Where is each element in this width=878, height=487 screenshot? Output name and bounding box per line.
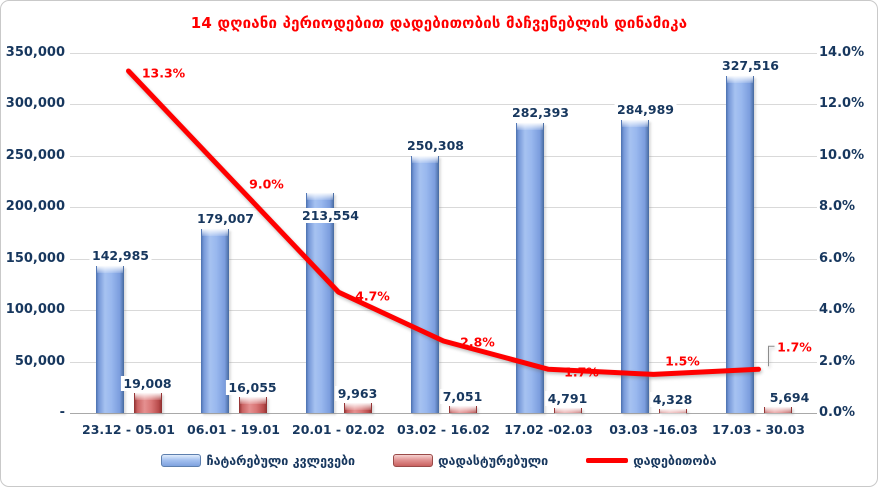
legend-label-tests: ჩატარებული კვლევები: [206, 453, 356, 468]
tests-value-label: 179,007: [194, 210, 257, 226]
positivity-value-label: 13.3%: [141, 65, 186, 81]
confirmed-bar: [763, 407, 792, 415]
positivity-line: [126, 68, 775, 377]
gridline: [70, 104, 817, 106]
right-axis-tick-label: 10.0%: [819, 147, 865, 163]
gridline: [70, 155, 817, 157]
x-axis-category-label: 03.02 - 16.02: [397, 422, 490, 437]
bar-top-highlight: [239, 396, 266, 404]
bar-top-highlight: [411, 155, 438, 163]
x-axis-category-label: 23.12 - 05.01: [82, 422, 175, 437]
tests-value-label: 142,985: [89, 247, 152, 263]
legend-item-positivity: დადებითობა: [586, 453, 717, 468]
confirmed-value-label: 4,328: [649, 391, 696, 407]
left-axis-tick-label: 250,000: [5, 147, 65, 163]
legend-label-positivity: დადებითობა: [633, 453, 717, 468]
confirmed-value-label: 5,694: [766, 390, 813, 406]
tests-value-label: 250,308: [404, 137, 467, 153]
confirmed-value-label: 19,008: [120, 376, 175, 392]
left-axis: 350,000 300,000 250,000 200,000 150,000 100,0…: [1, 45, 65, 420]
right-axis-tick-label: 4.0%: [819, 302, 856, 318]
bar-top-highlight: [726, 76, 753, 84]
confirmed-value-label: 7,051: [439, 388, 486, 404]
confirmed-value-label: 16,055: [225, 379, 280, 395]
right-axis-tick-label: 2.0%: [819, 353, 856, 369]
right-axis-tick-label: 8.0%: [819, 199, 856, 215]
positivity-value-label: 9.0%: [249, 176, 284, 192]
confirmed-bar: [343, 402, 372, 413]
legend-item-tests: ჩატარებული კვლევები: [161, 453, 355, 468]
bar-top-highlight: [344, 402, 371, 410]
confirmed-value-label: 9,963: [334, 385, 381, 401]
x-axis-category-label: 17.02 -02.03: [504, 422, 593, 437]
bar-top-highlight: [659, 408, 686, 416]
x-axis-line: [70, 413, 817, 414]
right-axis-tick-label: 0.0%: [819, 405, 856, 420]
tests-value-label: 284,989: [614, 101, 677, 117]
tests-bar: [410, 155, 439, 413]
legend-label-confirmed: დადასტურებული: [438, 453, 549, 468]
x-axis-category-label: 17.03 - 30.03: [712, 422, 805, 437]
confirmed-bar: [448, 405, 477, 413]
positivity-value-label: 4.7%: [355, 288, 390, 304]
bar-top-highlight: [134, 393, 161, 401]
positivity-value-label: 1.7%: [564, 364, 599, 380]
tests-bar: [620, 119, 649, 413]
left-axis-tick-label: 50,000: [14, 353, 65, 369]
left-axis-tick-label: 150,000: [5, 250, 65, 266]
tests-bar: [725, 76, 754, 413]
gridline: [70, 53, 817, 54]
legend-item-confirmed: დადასტურებული: [393, 453, 548, 468]
tests-bar: [305, 193, 334, 413]
positivity-value-label: 2.8%: [460, 334, 495, 350]
gridline: [70, 258, 817, 260]
chart-title: 14 დღიანი პერიოდებით დადებითობის მაჩვენე…: [190, 14, 688, 32]
gridline: [70, 207, 817, 209]
gridline: [70, 310, 817, 312]
right-axis-tick-label: 6.0%: [819, 250, 856, 266]
bar-top-highlight: [96, 265, 123, 273]
bar-top-highlight: [621, 119, 648, 127]
positivity-line-swatch-icon: [586, 458, 629, 463]
x-axis-category-label: 20.01 - 02.02: [292, 422, 385, 437]
confirmed-bar: [133, 393, 162, 413]
plot-area: 142,985 19,008 179,007 16,055 213,554 9,963 25…: [70, 53, 817, 416]
tests-value-label: 213,554: [299, 208, 362, 224]
bar-top-highlight: [554, 408, 581, 416]
tests-bar-swatch-icon: [161, 454, 202, 467]
positivity-polyline: [126, 68, 761, 377]
right-axis-tick-label: 12.0%: [819, 96, 865, 112]
legend: ჩატარებული კვლევები დადასტურებული დადები…: [1, 453, 877, 468]
label-leader-line: [768, 345, 775, 367]
bar-top-highlight: [449, 405, 476, 413]
bar-top-highlight: [201, 228, 228, 236]
tests-bar: [95, 265, 124, 413]
bar-top-highlight: [516, 122, 543, 130]
tests-value-label: 327,516: [719, 58, 782, 74]
left-axis-tick-label: 100,000: [5, 302, 65, 318]
x-axis-category-label: 06.01 - 19.01: [187, 422, 280, 437]
left-axis-tick-label: 200,000: [5, 199, 65, 215]
confirmed-value-label: 4,791: [544, 391, 591, 407]
right-axis: 14.0% 12.0% 10.0% 8.0% 6.0% 4.0% 2.0% 0.0%: [819, 45, 875, 420]
tests-bar: [200, 228, 229, 413]
positivity-value-label: 1.7%: [777, 339, 812, 355]
confirmed-bar: [658, 408, 687, 416]
x-axis: 23.12 - 05.01 06.01 - 19.01 20.01 - 02.02 0…: [76, 422, 811, 437]
confirmed-bar-swatch-icon: [393, 454, 434, 467]
x-axis-category-label: 03.03 -16.03: [609, 422, 698, 437]
positivity-value-label: 1.5%: [665, 353, 700, 369]
left-axis-tick-label: 350,000: [5, 45, 65, 60]
bar-top-highlight: [306, 193, 333, 201]
gridline: [70, 361, 817, 363]
left-axis-tick-label: 300,000: [5, 96, 65, 112]
confirmed-bar: [553, 408, 582, 416]
left-axis-tick-label: -: [59, 405, 65, 420]
tests-value-label: 282,393: [509, 104, 572, 120]
bar-top-highlight: [764, 407, 791, 415]
confirmed-bar: [238, 396, 267, 413]
right-axis-tick-label: 14.0%: [819, 45, 865, 60]
